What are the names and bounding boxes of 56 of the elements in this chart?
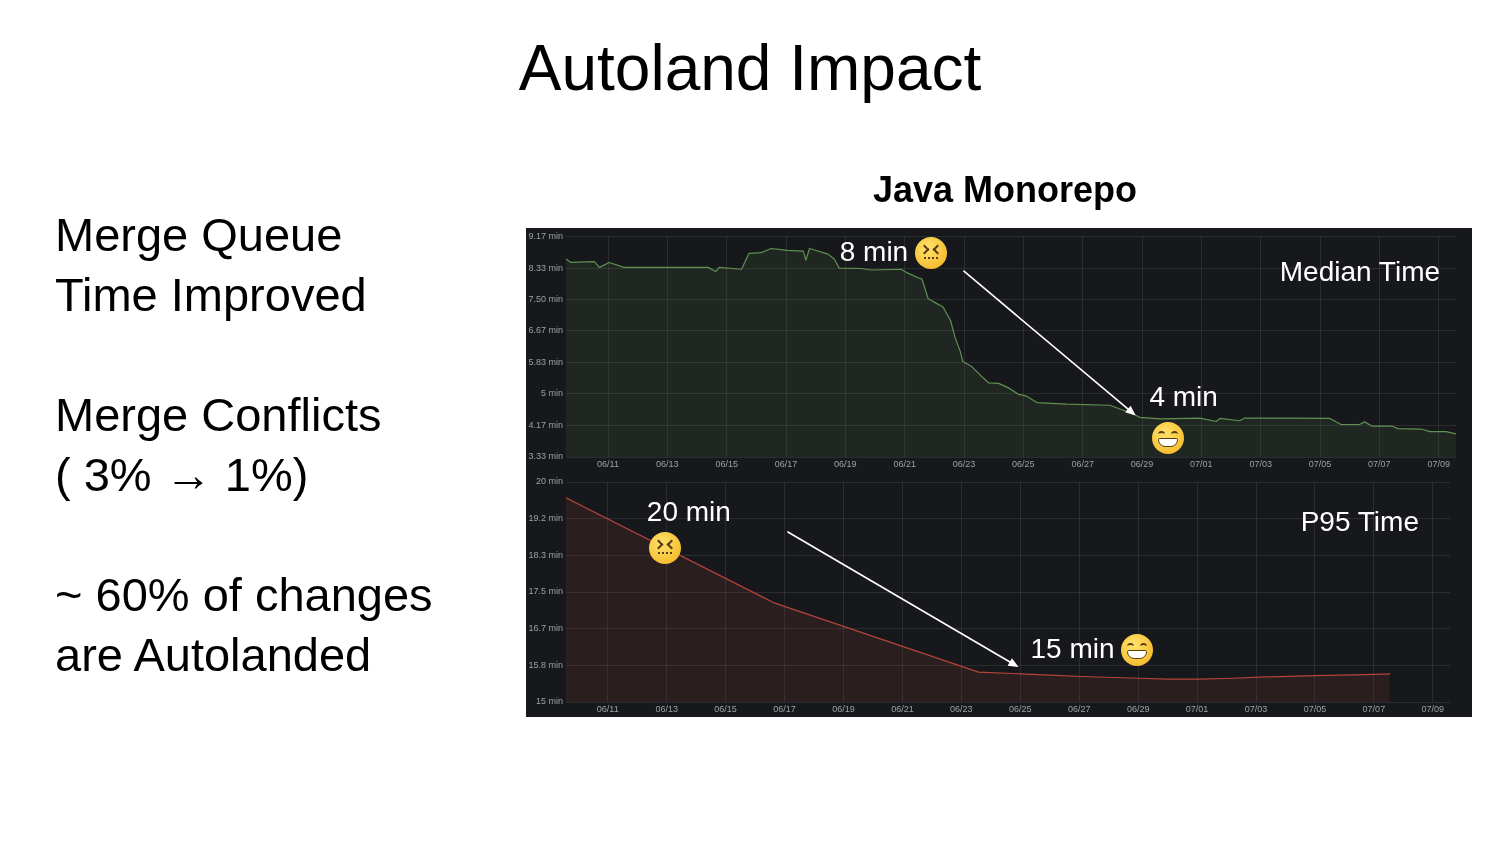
chart-title: Java Monorepo [871,169,1139,211]
y-tick-label: 5.83 min [528,357,563,368]
y-tick-label: 8.33 min [528,262,563,273]
annotation: 15 min [1030,632,1115,664]
x-tick-label: 07/05 [1303,703,1327,714]
x-tick-label: 07/01 [1185,703,1209,714]
x-tick-label: 06/11 [596,703,619,714]
text: Autoland Impact [517,32,983,104]
x-tick-label: 06/13 [656,458,679,469]
x-tick-label: 06/17 [773,703,796,714]
y-tick-label: 5 min [540,388,563,399]
x-tick-label: 06/23 [950,703,973,714]
y-tick-label: 17.5 min [528,586,563,597]
x-tick-label: 06/29 [1130,458,1154,469]
x-tick-label: 07/03 [1244,703,1268,714]
y-tick-label: 19.2 min [528,513,563,523]
x-tick-label: 07/07 [1362,703,1386,714]
annotation: P95 Time [1300,505,1419,537]
x-tick-label: 06/13 [655,703,678,714]
x-tick-label: 06/27 [1071,458,1094,469]
x-tick-label: 06/25 [1009,703,1032,714]
x-tick-label: 06/23 [952,458,976,469]
y-tick-label: 9.17 min [528,230,563,241]
x-tick-label: 06/17 [774,458,798,469]
annotation: 8 min [839,235,909,267]
text: Merge Queue Time Improved [55,207,367,323]
annotation: Median Time [1279,255,1441,287]
text: Merge Conflicts ( 3% → 1%) [55,387,382,503]
y-tick-label: 16.7 min [528,623,563,633]
x-tick-label: 06/25 [1012,458,1035,469]
y-tick-label: 15.8 min [528,659,563,670]
x-tick-label: 06/21 [893,458,916,469]
x-tick-label: 07/09 [1427,458,1450,469]
x-tick-label: 07/01 [1190,458,1213,469]
annotation: 4 min [1149,381,1218,413]
x-tick-label: 06/11 [597,458,619,469]
y-tick-label: 3.33 min [528,451,563,462]
x-tick-label: 06/19 [832,703,855,714]
x-tick-label: 06/21 [891,703,914,714]
x-tick-label: 07/03 [1249,458,1272,469]
y-tick-label: 6.67 min [528,325,563,336]
x-tick-label: 06/15 [714,703,737,714]
x-tick-label: 06/27 [1067,703,1091,714]
x-tick-label: 07/07 [1368,458,1391,469]
y-tick-label: 20 min [535,476,563,487]
y-tick-label: 7.50 min [528,293,563,304]
x-tick-label: 06/19 [834,458,857,469]
x-tick-label: 07/05 [1308,458,1332,469]
annotation: 20 min [646,495,731,527]
y-tick-label: 18.3 min [528,549,563,560]
x-tick-label: 06/15 [715,458,738,469]
y-tick-label: 15 min [535,696,563,707]
x-tick-label: 07/09 [1421,703,1445,714]
text: ~ 60% of changes are Autolanded [55,567,433,683]
x-tick-label: 06/29 [1126,703,1150,714]
y-tick-label: 4.17 min [528,419,563,430]
